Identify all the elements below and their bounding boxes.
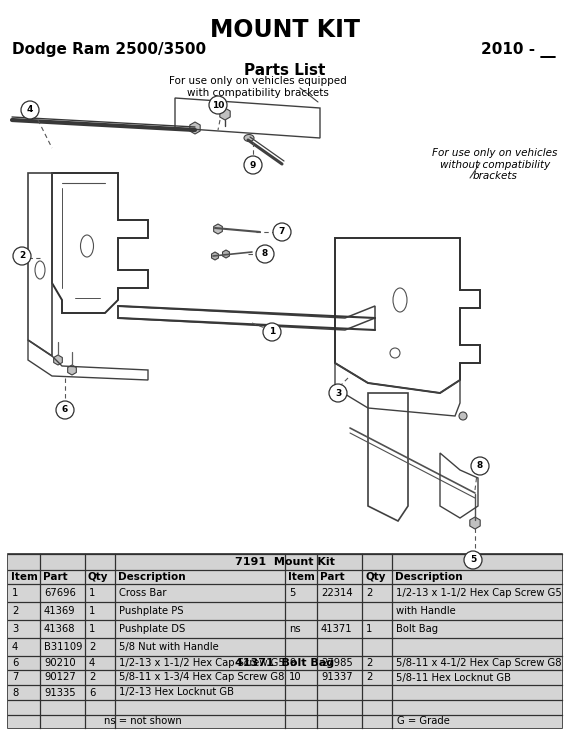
Text: For use only on vehicles equipped
with compatibility brackets: For use only on vehicles equipped with c… — [169, 76, 347, 97]
Bar — [8, 656, 562, 670]
Text: 1: 1 — [89, 606, 95, 616]
Text: 2: 2 — [89, 642, 95, 652]
Text: 5/8 Nut with Handle: 5/8 Nut with Handle — [119, 642, 219, 652]
Text: 2: 2 — [12, 606, 18, 616]
Circle shape — [21, 101, 39, 119]
Text: 1/2-13 Hex Locknut GB: 1/2-13 Hex Locknut GB — [119, 688, 234, 697]
Bar — [8, 656, 562, 670]
Text: with Handle: with Handle — [396, 606, 456, 616]
Text: G = Grade: G = Grade — [397, 717, 450, 726]
Text: Parts List: Parts List — [245, 63, 325, 78]
Circle shape — [263, 323, 281, 341]
Ellipse shape — [244, 134, 254, 142]
Text: Part: Part — [320, 572, 345, 582]
Text: 41369: 41369 — [44, 606, 76, 616]
Text: B31109: B31109 — [44, 642, 83, 652]
Text: 6: 6 — [62, 405, 68, 415]
Text: 5/8-11 x 1-3/4 Hex Cap Screw G8: 5/8-11 x 1-3/4 Hex Cap Screw G8 — [119, 672, 284, 683]
Text: 7191  Mount Kit: 7191 Mount Kit — [235, 557, 335, 567]
Circle shape — [13, 247, 31, 265]
Text: 5/8-11 Hex Locknut GB: 5/8-11 Hex Locknut GB — [396, 672, 511, 683]
Text: 3: 3 — [335, 388, 341, 398]
Circle shape — [464, 551, 482, 569]
Text: Dodge Ram 2500/3500: Dodge Ram 2500/3500 — [12, 42, 206, 57]
Text: 4: 4 — [12, 642, 18, 652]
Text: Description: Description — [395, 572, 463, 582]
Circle shape — [273, 223, 291, 241]
Text: 91335: 91335 — [44, 688, 76, 697]
Text: 22314: 22314 — [321, 588, 353, 598]
Text: 27985: 27985 — [321, 658, 353, 668]
Text: 10: 10 — [212, 100, 224, 109]
Text: Item: Item — [288, 572, 315, 582]
Text: 9: 9 — [250, 160, 256, 170]
Text: 91337: 91337 — [321, 672, 353, 683]
Text: Cross Bar: Cross Bar — [119, 588, 166, 598]
Text: 1: 1 — [89, 588, 95, 598]
Text: ns = not shown: ns = not shown — [104, 717, 181, 726]
Bar — [8, 554, 562, 728]
Text: 4: 4 — [27, 106, 33, 114]
Text: 2: 2 — [366, 658, 372, 668]
Text: For use only on vehicles
without compatibility
brackets: For use only on vehicles without compati… — [432, 148, 557, 182]
Text: 1: 1 — [366, 624, 372, 634]
Text: 5: 5 — [289, 588, 295, 598]
Text: 3: 3 — [12, 624, 18, 634]
Circle shape — [244, 156, 262, 174]
Text: Qty: Qty — [365, 572, 385, 582]
Text: Pushplate PS: Pushplate PS — [119, 606, 184, 616]
Text: 41371  Bolt Bag: 41371 Bolt Bag — [235, 658, 335, 668]
Text: 7: 7 — [12, 672, 18, 683]
Circle shape — [209, 96, 227, 114]
Text: 10: 10 — [289, 672, 302, 683]
Text: 1: 1 — [269, 328, 275, 337]
Text: Item: Item — [11, 572, 38, 582]
Ellipse shape — [459, 412, 467, 420]
Text: Pushplate DS: Pushplate DS — [119, 624, 185, 634]
Text: 67696: 67696 — [44, 588, 76, 598]
Text: 6: 6 — [89, 688, 95, 697]
Text: 41371: 41371 — [321, 624, 353, 634]
Bar — [8, 554, 562, 570]
Text: 8: 8 — [262, 249, 268, 258]
Text: 90210: 90210 — [44, 658, 76, 668]
Circle shape — [329, 384, 347, 402]
Bar — [8, 554, 562, 728]
Text: 5: 5 — [470, 556, 476, 565]
Text: 1/2-13 x 1-1/2 Hex Cap Screw G5: 1/2-13 x 1-1/2 Hex Cap Screw G5 — [119, 658, 285, 668]
Text: 41368: 41368 — [44, 624, 75, 634]
Circle shape — [56, 401, 74, 419]
Text: 9: 9 — [289, 658, 295, 668]
Text: 2: 2 — [366, 672, 372, 683]
Text: MOUNT KIT: MOUNT KIT — [210, 18, 360, 42]
Text: 1: 1 — [12, 588, 18, 598]
Text: ns: ns — [289, 624, 300, 634]
Text: Part: Part — [43, 572, 68, 582]
Circle shape — [256, 245, 274, 263]
Text: 5/8-11 x 4-1/2 Hex Cap Screw G8: 5/8-11 x 4-1/2 Hex Cap Screw G8 — [396, 658, 561, 668]
Text: 1: 1 — [89, 624, 95, 634]
Text: 2: 2 — [89, 672, 95, 683]
Text: Bolt Bag: Bolt Bag — [396, 624, 438, 634]
Text: 2: 2 — [19, 252, 25, 261]
Circle shape — [471, 457, 489, 475]
Text: 4: 4 — [89, 658, 95, 668]
Text: 2010 - __: 2010 - __ — [482, 42, 556, 58]
Text: 90127: 90127 — [44, 672, 76, 683]
Text: 8: 8 — [477, 461, 483, 471]
Text: Qty: Qty — [88, 572, 108, 582]
Text: 7: 7 — [279, 227, 285, 236]
Text: 1/2-13 x 1-1/2 Hex Cap Screw G5: 1/2-13 x 1-1/2 Hex Cap Screw G5 — [396, 588, 562, 598]
Text: 2: 2 — [366, 588, 372, 598]
Bar — [8, 554, 562, 570]
Text: 8: 8 — [12, 688, 18, 697]
Text: Description: Description — [118, 572, 186, 582]
Text: 6: 6 — [12, 658, 18, 668]
